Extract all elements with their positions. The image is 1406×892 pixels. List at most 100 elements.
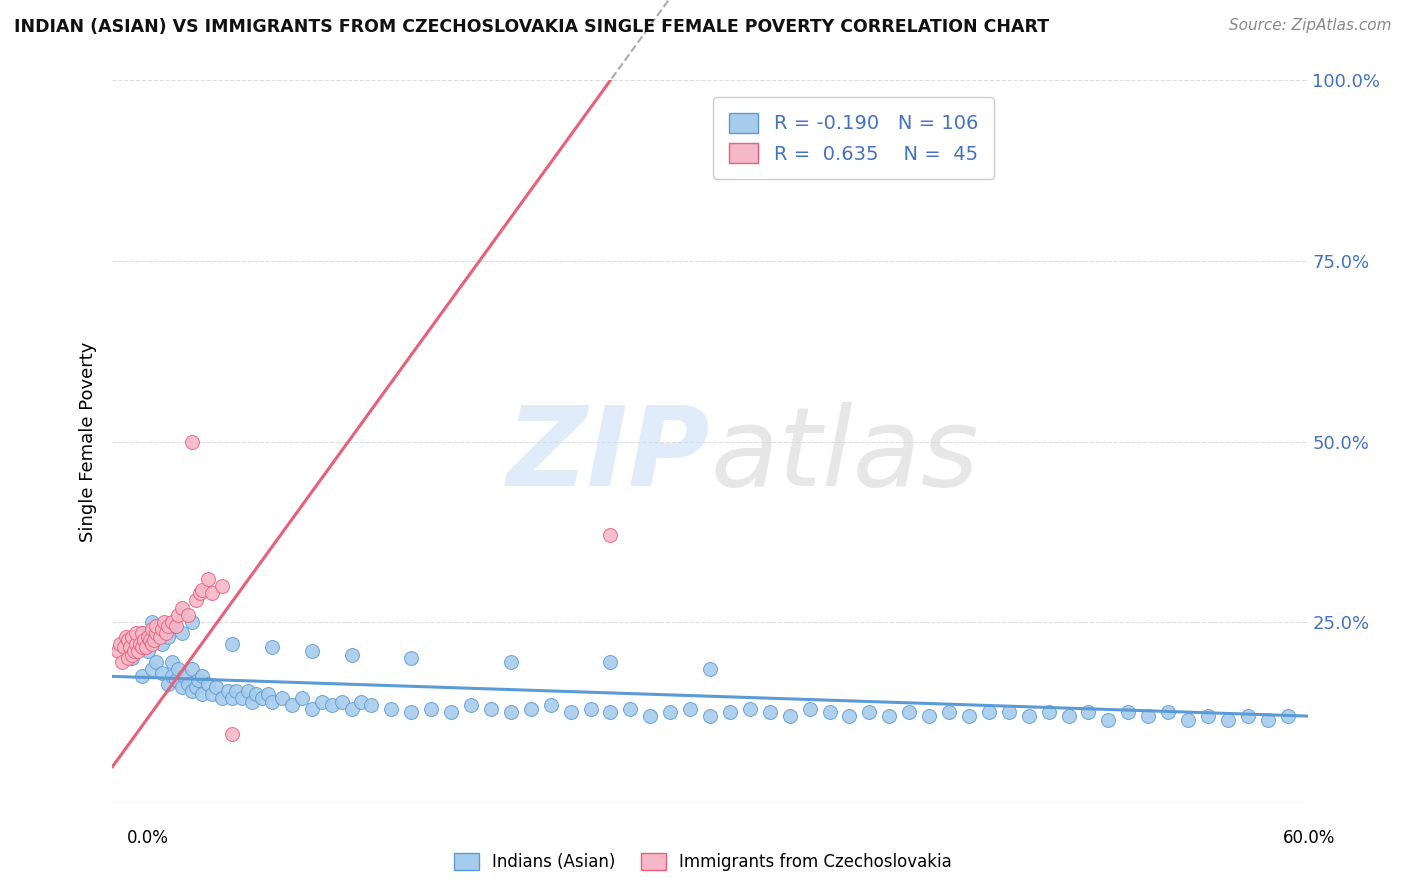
Point: [759, 706, 782, 720]
Point: [172, 680, 194, 694]
Text: Source: ZipAtlas.com: Source: ZipAtlas.com: [1229, 18, 1392, 33]
Point: [201, 687, 224, 701]
Point: [1177, 713, 1199, 727]
Point: [141, 623, 163, 637]
Point: [111, 655, 134, 669]
Point: [957, 709, 980, 723]
Point: [191, 669, 214, 683]
Point: [141, 662, 163, 676]
Point: [197, 676, 219, 690]
Point: [240, 695, 263, 709]
Point: [738, 702, 761, 716]
Point: [291, 691, 314, 706]
Legend: R = -0.190   N = 106, R =  0.635    N =  45: R = -0.190 N = 106, R = 0.635 N = 45: [713, 97, 994, 179]
Point: [1077, 706, 1099, 720]
Point: [138, 630, 160, 644]
Point: [1257, 713, 1279, 727]
Point: [231, 691, 253, 706]
Point: [699, 662, 721, 676]
Point: [321, 698, 343, 713]
Point: [121, 648, 143, 662]
Point: [186, 680, 208, 694]
Point: [799, 702, 821, 716]
Point: [340, 648, 363, 662]
Point: [141, 637, 163, 651]
Point: [560, 706, 582, 720]
Point: [281, 698, 304, 713]
Point: [260, 640, 283, 655]
Point: [330, 695, 353, 709]
Text: ZIP: ZIP: [506, 402, 710, 509]
Point: [117, 651, 139, 665]
Point: [401, 706, 423, 720]
Point: [188, 586, 211, 600]
Point: [898, 706, 921, 720]
Point: [599, 528, 621, 542]
Point: [998, 706, 1021, 720]
Point: [599, 655, 621, 669]
Point: [1018, 709, 1040, 723]
Point: [340, 702, 363, 716]
Point: [838, 709, 860, 723]
Point: [360, 698, 382, 713]
Point: [301, 644, 323, 658]
Point: [540, 698, 562, 713]
Point: [131, 626, 153, 640]
Point: [172, 600, 194, 615]
Point: [107, 644, 129, 658]
Point: [499, 706, 522, 720]
Point: [157, 619, 180, 633]
Text: 0.0%: 0.0%: [127, 829, 169, 847]
Point: [187, 673, 209, 687]
Point: [141, 615, 163, 630]
Point: [401, 651, 423, 665]
Point: [139, 633, 162, 648]
Point: [918, 709, 941, 723]
Point: [115, 630, 138, 644]
Point: [124, 644, 146, 658]
Point: [150, 665, 173, 680]
Point: [138, 644, 160, 658]
Point: [131, 669, 153, 683]
Point: [301, 702, 323, 716]
Text: atlas: atlas: [710, 402, 979, 509]
Point: [145, 655, 167, 669]
Point: [1118, 706, 1140, 720]
Point: [1057, 709, 1080, 723]
Point: [150, 637, 173, 651]
Point: [157, 630, 180, 644]
Point: [879, 709, 901, 723]
Point: [1216, 713, 1239, 727]
Point: [938, 706, 960, 720]
Point: [145, 619, 167, 633]
Point: [640, 709, 662, 723]
Point: [260, 695, 283, 709]
Point: [157, 676, 180, 690]
Point: [1137, 709, 1160, 723]
Point: [579, 702, 602, 716]
Point: [1097, 713, 1119, 727]
Point: [155, 626, 177, 640]
Point: [114, 640, 135, 655]
Point: [479, 702, 502, 716]
Point: [181, 615, 204, 630]
Point: [221, 637, 243, 651]
Point: [131, 640, 153, 655]
Point: [679, 702, 702, 716]
Point: [211, 691, 233, 706]
Point: [217, 683, 239, 698]
Point: [619, 702, 641, 716]
Point: [143, 633, 166, 648]
Point: [1237, 709, 1260, 723]
Point: [167, 607, 190, 622]
Point: [127, 644, 149, 658]
Point: [311, 695, 333, 709]
Text: 60.0%: 60.0%: [1284, 829, 1336, 847]
Point: [250, 691, 273, 706]
Point: [191, 687, 214, 701]
Point: [779, 709, 801, 723]
Point: [162, 655, 183, 669]
Point: [440, 706, 463, 720]
Point: [177, 607, 200, 622]
Point: [131, 626, 153, 640]
